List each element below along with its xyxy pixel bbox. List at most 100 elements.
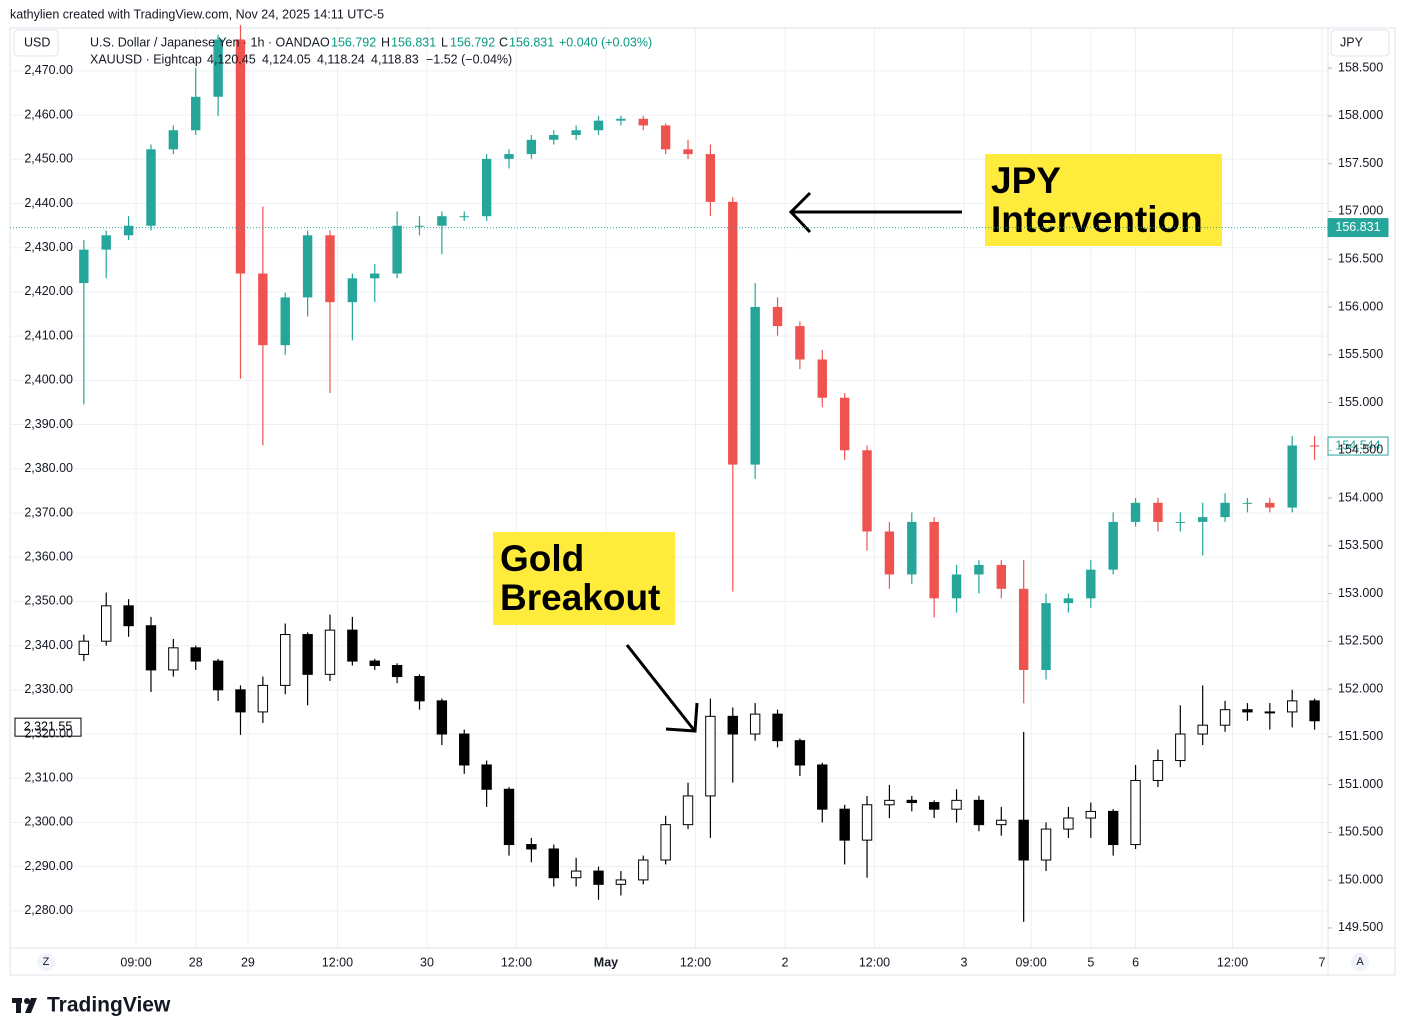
candle-body xyxy=(1197,724,1208,735)
legend-value: 4,118.24 xyxy=(317,52,365,66)
annotation-box xyxy=(493,532,675,625)
candle-body xyxy=(370,273,380,279)
y2-tick-label: 156.500 xyxy=(1338,251,1383,265)
candle-body xyxy=(638,118,648,126)
candle-body xyxy=(907,521,917,575)
price-tag-label: 156.831 xyxy=(1335,220,1380,234)
price-tags: 156.831 154.544 2,321.55 xyxy=(10,218,1389,737)
candle-body xyxy=(996,819,1007,826)
candle-body xyxy=(436,700,448,735)
y-tick-label: 2,290.00 xyxy=(24,859,73,873)
price-tag-label: 2,321.55 xyxy=(24,719,73,733)
timezone-button-label[interactable]: Z xyxy=(43,956,50,968)
x-tick-label: 12:00 xyxy=(322,955,353,969)
y-tick-label: 2,400.00 xyxy=(24,373,73,387)
x-tick-label: 6 xyxy=(1132,955,1139,969)
scale-button[interactable] xyxy=(13,29,59,57)
candle-body xyxy=(548,848,559,879)
candle-body xyxy=(302,634,313,675)
candle-body xyxy=(391,665,403,678)
legend-label: O xyxy=(320,35,330,49)
legend-label: L xyxy=(441,35,448,49)
candle-body xyxy=(459,733,470,766)
x-tick-label: 12:00 xyxy=(1217,955,1248,969)
timezone-button[interactable] xyxy=(37,953,55,971)
y2-tick-label: 149.500 xyxy=(1338,920,1383,934)
candle-body xyxy=(593,120,604,131)
candle-body xyxy=(347,629,358,662)
annotation-box xyxy=(985,154,1222,246)
candle-body xyxy=(772,306,783,327)
candle-body xyxy=(1086,569,1096,599)
auto-scale-button[interactable] xyxy=(1351,953,1369,971)
candle-body xyxy=(78,640,90,655)
candle-body xyxy=(190,647,201,662)
candle-body xyxy=(728,201,738,465)
candle-body xyxy=(1063,598,1074,604)
legend-value: 4,124.05 xyxy=(262,52,311,66)
y-tick-label: 2,380.00 xyxy=(24,461,73,475)
y2-tick-label: 154.500 xyxy=(1338,443,1383,457)
auto-scale-button-label[interactable]: A xyxy=(1356,956,1364,968)
candle-body xyxy=(705,154,716,202)
candle-body xyxy=(884,799,895,806)
y-tick-label: 2,440.00 xyxy=(24,196,73,210)
chart-frame xyxy=(9,27,1396,976)
y-tick-label: 2,280.00 xyxy=(24,903,73,917)
candle-body xyxy=(705,715,716,797)
candle-body xyxy=(123,605,134,627)
candle-body xyxy=(325,235,335,303)
scale-button-label[interactable]: USD xyxy=(24,35,50,49)
scale-button[interactable] xyxy=(1330,29,1390,57)
candle-body xyxy=(1063,817,1074,830)
candle-body xyxy=(481,158,492,217)
candles xyxy=(78,25,1320,922)
y-tick-label: 2,310.00 xyxy=(24,771,73,785)
price-tag xyxy=(1327,436,1389,456)
logo-mark xyxy=(12,998,37,1013)
candle-body xyxy=(280,297,290,346)
candle-body xyxy=(123,225,134,236)
candle-body xyxy=(1197,517,1208,522)
candle-body xyxy=(1264,711,1276,714)
candle-body xyxy=(839,808,850,841)
candle-body xyxy=(817,764,828,810)
candle-body xyxy=(258,273,268,346)
y2-tick-label: 154.000 xyxy=(1338,490,1383,504)
candle-body xyxy=(884,531,895,575)
candle-body xyxy=(1041,603,1051,670)
candle-body xyxy=(906,799,917,804)
candle-body xyxy=(101,605,112,642)
y2-tick-label: 156.000 xyxy=(1338,299,1383,313)
candle-body xyxy=(570,870,582,879)
candle-body xyxy=(951,799,962,810)
x-tick-label: 09:00 xyxy=(1015,955,1046,969)
candle-body xyxy=(1152,760,1164,781)
y2-tick-label: 152.500 xyxy=(1338,634,1383,648)
y2-tick-label: 157.500 xyxy=(1338,156,1383,170)
candle-body xyxy=(503,788,515,846)
candle-body xyxy=(1130,502,1141,522)
candle-body xyxy=(481,764,492,790)
candle-body xyxy=(861,804,873,841)
annotation-text: Gold xyxy=(500,538,584,579)
legend-symbol: XAUUSD · Eightcap xyxy=(90,52,202,66)
x-tick-label: 12:00 xyxy=(501,955,532,969)
y-tick-label: 2,350.00 xyxy=(24,594,73,608)
annotation-text: Breakout xyxy=(500,577,660,618)
candle-body xyxy=(235,39,246,274)
candle-body xyxy=(549,134,559,140)
scale-button-label[interactable]: JPY xyxy=(1340,35,1364,49)
legend-value: 156.792 xyxy=(331,35,376,49)
x-tick-label: 12:00 xyxy=(859,955,890,969)
candle-body xyxy=(616,118,626,121)
y2-tick-label: 158.000 xyxy=(1338,108,1383,122)
candle-body xyxy=(1085,810,1097,819)
candle-body xyxy=(682,795,694,826)
candle-body xyxy=(749,713,761,735)
candle-body xyxy=(213,39,223,97)
candle-body xyxy=(324,629,336,675)
candle-body xyxy=(615,879,627,885)
candle-body xyxy=(1040,828,1052,861)
legend-value: 4,118.83 xyxy=(371,52,419,66)
